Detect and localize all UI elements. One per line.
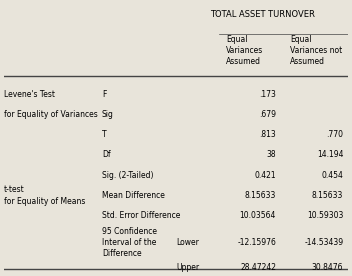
Text: t-test
for Equality of Means: t-test for Equality of Means	[4, 185, 85, 206]
Text: T: T	[102, 130, 106, 139]
Text: Df: Df	[102, 150, 111, 160]
Text: Upper: Upper	[176, 263, 199, 272]
Text: -12.15976: -12.15976	[237, 238, 276, 247]
Text: Sig. (2-Tailed): Sig. (2-Tailed)	[102, 171, 153, 180]
Text: Sig: Sig	[102, 110, 114, 119]
Text: 95 Confidence
Interval of the
Difference: 95 Confidence Interval of the Difference	[102, 227, 157, 258]
Text: 0.421: 0.421	[254, 171, 276, 180]
Text: for Equality of Variances: for Equality of Variances	[4, 110, 97, 119]
Text: 10.59303: 10.59303	[307, 211, 343, 220]
Text: Equal
Variances not
Assumed: Equal Variances not Assumed	[290, 35, 342, 67]
Text: Levene's Test: Levene's Test	[4, 89, 55, 99]
Text: 8.15633: 8.15633	[312, 191, 343, 200]
Text: 38: 38	[266, 150, 276, 160]
Text: .813: .813	[259, 130, 276, 139]
Text: 8.15633: 8.15633	[245, 191, 276, 200]
Text: 14.194: 14.194	[317, 150, 343, 160]
Text: .173: .173	[259, 89, 276, 99]
Text: 30.8476: 30.8476	[312, 263, 343, 272]
Text: Equal
Variances
Assumed: Equal Variances Assumed	[226, 35, 263, 67]
Text: F: F	[102, 89, 106, 99]
Text: 10.03564: 10.03564	[240, 211, 276, 220]
Text: Lower: Lower	[176, 238, 199, 247]
Text: -14.53439: -14.53439	[304, 238, 343, 247]
Text: .679: .679	[259, 110, 276, 119]
Text: Std. Error Difference: Std. Error Difference	[102, 211, 180, 220]
Text: .770: .770	[326, 130, 343, 139]
Text: Mean Difference: Mean Difference	[102, 191, 165, 200]
Text: 28.47242: 28.47242	[240, 263, 276, 272]
Text: TOTAL ASSET TURNOVER: TOTAL ASSET TURNOVER	[210, 9, 315, 18]
Text: 0.454: 0.454	[321, 171, 343, 180]
